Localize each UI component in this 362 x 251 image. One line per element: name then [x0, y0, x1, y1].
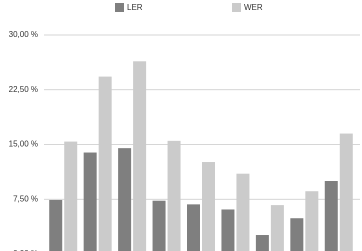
y-tick-label: 22,50 %	[9, 85, 38, 94]
bar	[270, 205, 284, 251]
bar	[255, 235, 269, 251]
bar	[236, 173, 250, 251]
bar	[49, 199, 63, 251]
legend-swatch	[115, 3, 124, 12]
bar	[305, 191, 319, 251]
bar	[98, 76, 112, 251]
bar	[83, 152, 97, 251]
bar	[324, 181, 338, 251]
bar	[202, 162, 215, 251]
bar	[167, 140, 181, 251]
bar	[118, 148, 132, 251]
y-tick-label: 30,00 %	[9, 30, 38, 39]
y-tick-label: 7,50 %	[13, 194, 38, 203]
bar	[187, 204, 200, 251]
bar	[290, 218, 304, 251]
bar	[152, 200, 166, 251]
bar	[339, 133, 353, 251]
legend-label: LER	[127, 3, 143, 12]
y-tick-label: 0,00 %	[13, 249, 38, 251]
y-tick-label: 15,00 %	[9, 140, 38, 149]
legend-swatch	[232, 3, 241, 12]
bar	[64, 141, 78, 251]
bar	[133, 61, 147, 251]
bar	[221, 209, 235, 251]
legend-label: WER	[244, 3, 263, 12]
